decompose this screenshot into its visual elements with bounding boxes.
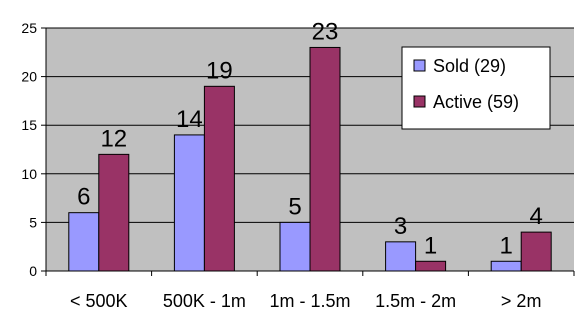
bar-active-3 xyxy=(415,260,447,272)
x-tick-label-2: 1m - 1.5m xyxy=(269,291,350,311)
y-tick-label-25: 25 xyxy=(21,20,37,36)
x-tick-label-0: < 500K xyxy=(70,291,128,311)
data-label-active-1: 19 xyxy=(206,57,233,84)
bar-sold-0 xyxy=(68,212,100,272)
y-tick-label-20: 20 xyxy=(21,69,37,85)
data-label-active-2: 23 xyxy=(312,18,339,45)
data-label-active-0: 12 xyxy=(100,125,127,152)
bar-active-4 xyxy=(520,231,552,272)
data-label-active-4: 4 xyxy=(530,203,543,230)
legend-swatch-active xyxy=(413,95,426,108)
legend-swatch-sold xyxy=(413,59,426,72)
y-tick-label-5: 5 xyxy=(29,214,37,230)
data-label-active-3: 1 xyxy=(424,232,437,259)
y-tick-label-0: 0 xyxy=(29,263,37,279)
bar-sold-3 xyxy=(385,241,417,272)
bar-active-2 xyxy=(309,46,341,272)
bar-active-1 xyxy=(203,85,235,272)
bar-sold-4 xyxy=(490,260,522,272)
legend-box xyxy=(401,46,551,130)
bars xyxy=(68,46,552,272)
x-tick-label-3: 1.5m - 2m xyxy=(375,291,456,311)
bar-sold-2 xyxy=(279,221,311,272)
x-tick-label-4: > 2m xyxy=(501,291,542,311)
bar-sold-1 xyxy=(173,134,205,272)
x-tick-label-1: 500K - 1m xyxy=(163,291,246,311)
data-label-sold-1: 14 xyxy=(176,106,203,133)
data-label-sold-4: 1 xyxy=(500,232,513,259)
legend: Sold (29) Active (59) xyxy=(401,46,551,130)
data-label-sold-2: 5 xyxy=(288,193,301,220)
data-label-sold-0: 6 xyxy=(77,184,90,211)
legend-label-active: Active (59) xyxy=(433,92,519,112)
bar-active-0 xyxy=(98,153,130,272)
legend-label-sold: Sold (29) xyxy=(433,56,506,76)
data-label-sold-3: 3 xyxy=(394,213,407,240)
y-tick-label-10: 10 xyxy=(21,166,37,182)
y-tick-label-15: 15 xyxy=(21,117,37,133)
